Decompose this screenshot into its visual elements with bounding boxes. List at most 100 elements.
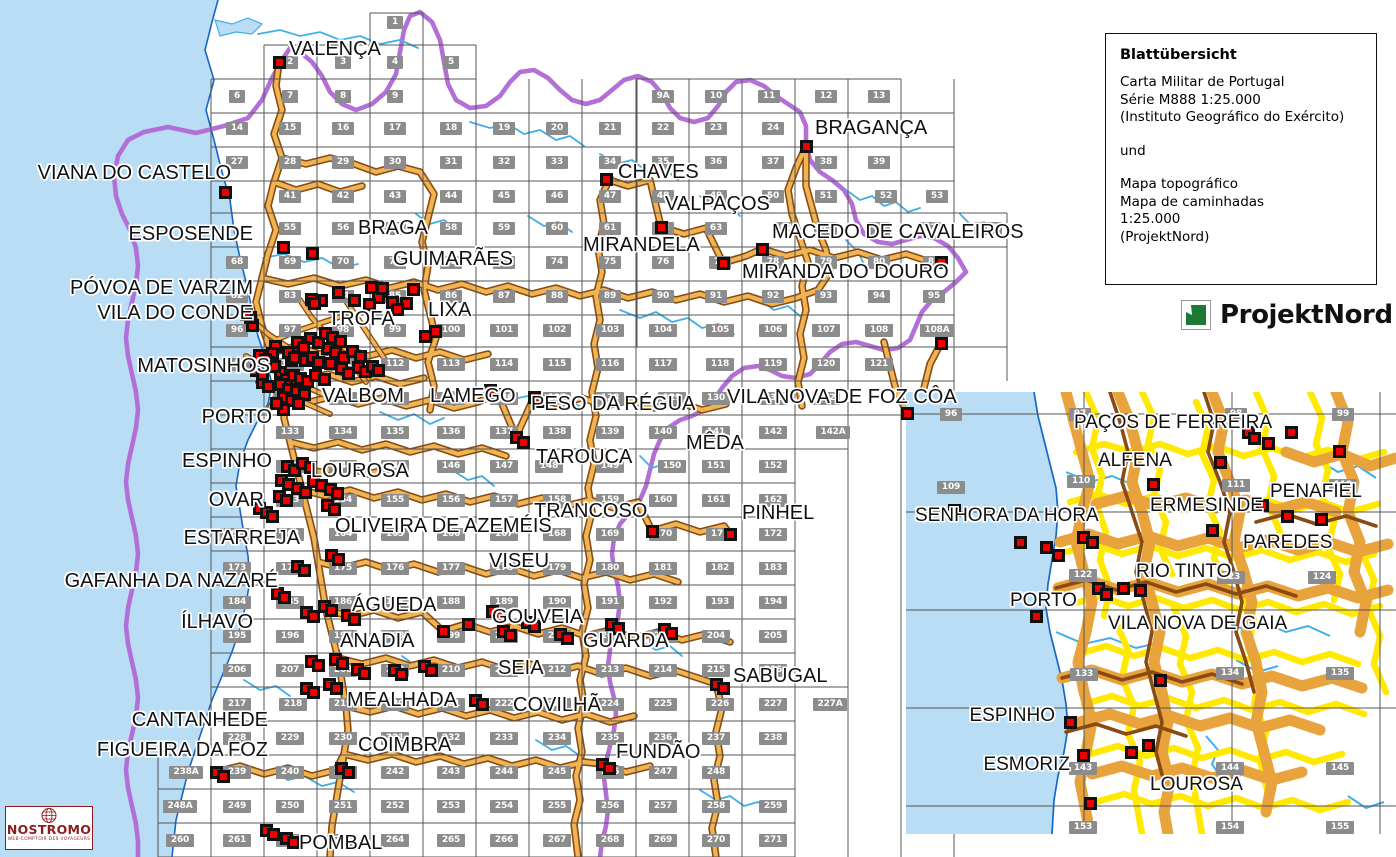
sheet-number-badge[interactable]: 225	[648, 698, 678, 711]
city-marker[interactable]	[332, 553, 345, 566]
sheet-number-badge[interactable]: 227A	[812, 698, 848, 711]
sheet-number-badge[interactable]: 212	[542, 664, 572, 677]
sheet-number-badge[interactable]: 67	[918, 222, 942, 235]
sheet-number-badge[interactable]: 59	[492, 222, 516, 235]
city-marker[interactable]	[1206, 524, 1219, 537]
sheet-number-badge[interactable]: 108A	[919, 324, 955, 337]
sheet-number-badge[interactable]: 79	[814, 256, 838, 269]
city-marker[interactable]	[328, 503, 341, 516]
sheet-number-badge[interactable]: 250	[275, 800, 305, 813]
sheet-number-badge[interactable]: 118	[705, 358, 735, 371]
city-marker[interactable]	[655, 221, 668, 234]
sheet-number-badge[interactable]: 36	[704, 156, 728, 169]
sheet-number-badge[interactable]: 236	[648, 732, 678, 745]
sheet-number-badge[interactable]: 194	[758, 596, 788, 609]
sheet-number-badge[interactable]: 215	[701, 664, 731, 677]
sheet-number-badge[interactable]: 155	[380, 494, 410, 507]
sheet-number-badge[interactable]: 124	[1307, 571, 1337, 584]
sheet-number-badge[interactable]: 205	[758, 630, 788, 643]
city-marker[interactable]	[948, 504, 961, 517]
sheet-number-badge[interactable]: 133	[275, 426, 305, 439]
sheet-number-badge[interactable]: 257	[648, 800, 678, 813]
sheet-number-badge[interactable]: 145	[380, 460, 410, 473]
sheet-number-badge[interactable]: 134	[328, 426, 358, 439]
sheet-number-badge[interactable]: 102	[542, 324, 572, 337]
city-marker[interactable]	[280, 494, 293, 507]
sheet-number-badge[interactable]: 119	[758, 358, 788, 371]
city-marker[interactable]	[612, 622, 625, 635]
city-marker[interactable]	[665, 627, 678, 640]
sheet-number-badge[interactable]: 103	[595, 324, 625, 337]
inset-map-canvas[interactable]	[906, 392, 1396, 834]
sheet-number-badge[interactable]: 42	[331, 190, 355, 203]
sheet-number-badge[interactable]: 196	[275, 630, 305, 643]
sheet-number-badge[interactable]: 3	[334, 56, 352, 69]
sheet-number-badge[interactable]: 12	[814, 90, 838, 103]
sheet-number-badge[interactable]: 111	[1221, 479, 1251, 492]
sheet-number-badge[interactable]: 56	[331, 222, 355, 235]
sheet-number-badge[interactable]: 229	[275, 732, 305, 745]
sheet-number-badge[interactable]: 161	[701, 494, 731, 507]
city-marker[interactable]	[1214, 456, 1227, 469]
sheet-number-badge[interactable]: 216	[758, 664, 788, 677]
inset-map-panel[interactable]	[906, 392, 1396, 834]
sheet-number-badge[interactable]: 58	[439, 222, 463, 235]
city-marker[interactable]	[391, 303, 404, 316]
sheet-number-badge[interactable]: 23	[704, 122, 728, 135]
city-marker[interactable]	[534, 395, 547, 408]
sheet-number-badge[interactable]: 43	[383, 190, 407, 203]
sheet-number-badge[interactable]: 55	[278, 222, 302, 235]
sheet-number-badge[interactable]: 30	[383, 156, 407, 169]
sheet-number-badge[interactable]: 192	[648, 596, 678, 609]
sheet-number-badge[interactable]: 253	[436, 800, 466, 813]
sheet-number-badge[interactable]: 9A	[651, 90, 675, 103]
city-marker[interactable]	[273, 56, 286, 69]
sheet-number-badge[interactable]: 92	[761, 290, 785, 303]
city-marker[interactable]	[724, 528, 737, 541]
sheet-number-badge[interactable]: 270	[701, 834, 731, 847]
sheet-number-badge[interactable]: 147	[489, 460, 519, 473]
city-marker[interactable]	[561, 632, 574, 645]
sheet-number-badge[interactable]: 112	[380, 358, 410, 371]
sheet-number-badge[interactable]: 71	[383, 256, 407, 269]
city-marker[interactable]	[1052, 549, 1065, 562]
city-marker[interactable]	[354, 350, 367, 363]
sheet-number-badge[interactable]: 153	[1068, 821, 1098, 834]
sheet-number-badge[interactable]: 93	[814, 290, 838, 303]
city-marker[interactable]	[1100, 588, 1113, 601]
sheet-number-badge[interactable]: 67A	[973, 222, 1003, 235]
city-marker[interactable]	[603, 762, 616, 775]
sheet-number-badge[interactable]: 163	[275, 528, 305, 541]
sheet-number-badge[interactable]: 149	[595, 460, 625, 473]
city-marker[interactable]	[1262, 437, 1275, 450]
sheet-number-badge[interactable]: 64	[774, 222, 798, 235]
city-marker[interactable]	[298, 564, 311, 577]
sheet-number-badge[interactable]: 121	[864, 358, 894, 371]
sheet-number-badge[interactable]: 162A	[219, 528, 255, 541]
sheet-number-badge[interactable]: 114	[489, 358, 519, 371]
sheet-number-badge[interactable]: 52	[874, 190, 898, 203]
sheet-number-badge[interactable]: 176	[380, 562, 410, 575]
sheet-number-badge[interactable]: 76	[651, 256, 675, 269]
city-marker[interactable]	[324, 357, 337, 370]
city-marker[interactable]	[407, 283, 420, 296]
sheet-number-badge[interactable]: 29	[331, 156, 355, 169]
city-marker[interactable]	[270, 397, 283, 410]
city-marker[interactable]	[1281, 510, 1294, 523]
city-marker[interactable]	[266, 510, 279, 523]
sheet-number-badge[interactable]: 238	[758, 732, 788, 745]
sheet-number-badge[interactable]: 219	[328, 698, 358, 711]
sheet-number-badge[interactable]: 164	[328, 528, 358, 541]
sheet-number-badge[interactable]: 197	[328, 630, 358, 643]
sheet-number-badge[interactable]: 166	[436, 528, 466, 541]
city-marker[interactable]	[1256, 499, 1269, 512]
sheet-number-badge[interactable]: 251	[328, 800, 358, 813]
sheet-number-badge[interactable]: 69	[278, 256, 302, 269]
city-marker[interactable]	[600, 173, 613, 186]
nostromo-logo[interactable]: NOSTROMO WEB-COMPTOIR DES VOYAGEURS	[5, 806, 93, 850]
city-marker[interactable]	[308, 297, 321, 310]
city-marker[interactable]	[348, 613, 361, 626]
sheet-number-badge[interactable]: 90	[651, 290, 675, 303]
sheet-number-badge[interactable]: 134	[1215, 667, 1245, 680]
sheet-number-badge[interactable]: 60	[545, 222, 569, 235]
